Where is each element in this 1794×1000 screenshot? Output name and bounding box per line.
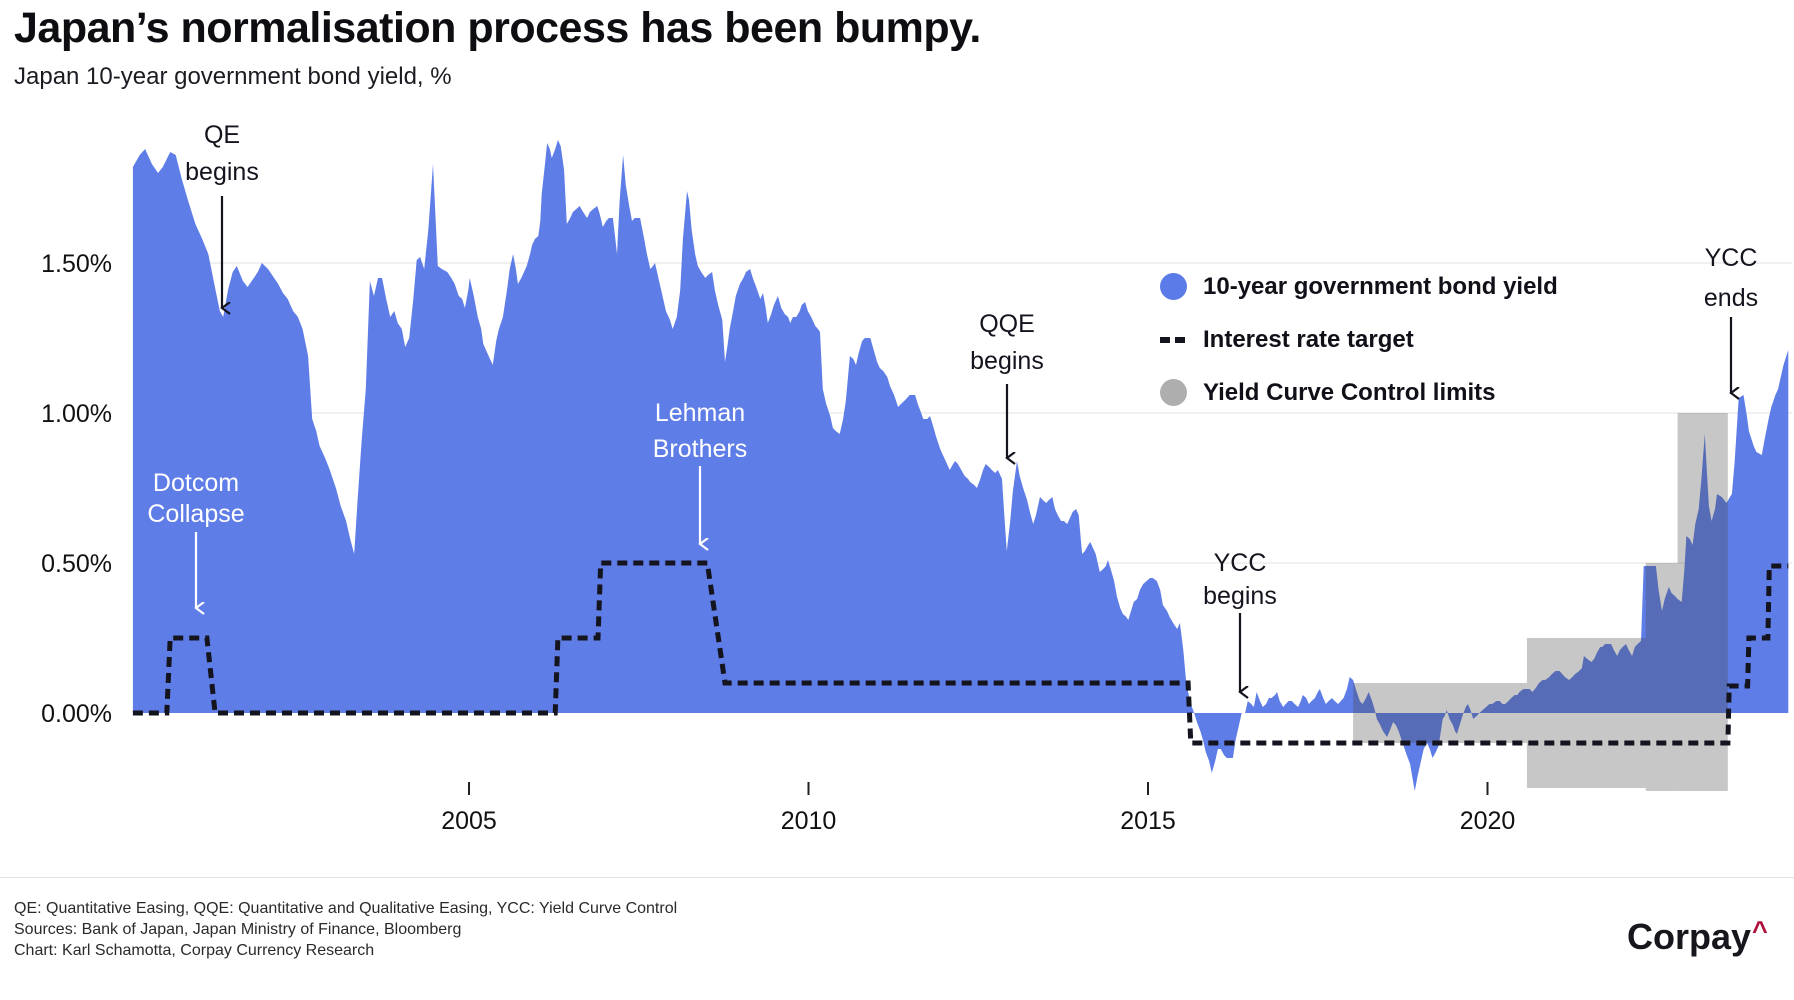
blue-circle-icon bbox=[1160, 273, 1187, 300]
dashed-line-icon bbox=[1160, 336, 1187, 343]
corpay-logo-text: Corpay bbox=[1627, 916, 1752, 957]
header: Japan’s normalisation process has been b… bbox=[14, 0, 981, 91]
legend-item-rate-target: Interest rate target bbox=[1160, 326, 1558, 353]
legend-label: Interest rate target bbox=[1203, 325, 1414, 353]
annotation-label-qqe-begins: QQE bbox=[979, 310, 1035, 338]
y-axis-label: 0.50% bbox=[41, 550, 112, 578]
annotation-label-qe-begins: begins bbox=[185, 158, 259, 186]
x-axis-label: 2005 bbox=[441, 807, 497, 835]
y-axis-label: 1.50% bbox=[41, 250, 112, 278]
x-axis-label: 2010 bbox=[781, 807, 837, 835]
page-title: Japan’s normalisation process has been b… bbox=[14, 4, 981, 52]
legend-label: Yield Curve Control limits bbox=[1203, 378, 1496, 406]
footnote-sources: Sources: Bank of Japan, Japan Ministry o… bbox=[14, 921, 462, 938]
ycc-band bbox=[1526, 638, 1646, 788]
chart-subtitle: Japan 10-year government bond yield, % bbox=[14, 63, 452, 90]
interest-rate-target-line bbox=[132, 560, 1789, 746]
bond-yield-area bbox=[132, 140, 1789, 791]
footnote-abbreviations: QE: Quantitative Easing, QQE: Quantitati… bbox=[14, 900, 678, 917]
annotation-label-ycc-begins: begins bbox=[1203, 582, 1277, 610]
corpay-logo: Corpay^ bbox=[1627, 916, 1768, 958]
y-axis-label: 1.00% bbox=[41, 400, 112, 428]
legend-label: 10-year government bond yield bbox=[1203, 272, 1558, 300]
corpay-caret-icon: ^ bbox=[1752, 916, 1768, 946]
gray-circle-icon bbox=[1160, 379, 1187, 406]
annotation-label-lehman-brothers: Lehman bbox=[655, 399, 745, 427]
annotation-label-ycc-ends: YCC bbox=[1705, 244, 1758, 272]
annotation-label-dotcom-collapse: Collapse bbox=[147, 500, 244, 528]
legend-item-ycc-limits: Yield Curve Control limits bbox=[1160, 379, 1558, 406]
footer-divider bbox=[0, 877, 1794, 878]
legend-item-bond-yield: 10-year government bond yield bbox=[1160, 273, 1558, 300]
annotation-label-ycc-ends: ends bbox=[1704, 284, 1758, 312]
legend: 10-year government bond yield Interest r… bbox=[1160, 273, 1558, 406]
annotation-label-ycc-begins: YCC bbox=[1214, 549, 1267, 577]
annotation-label-dotcom-collapse: Dotcom bbox=[153, 469, 239, 497]
footnotes: QE: Quantitative Easing, QQE: Quantitati… bbox=[14, 898, 677, 961]
annotation-label-lehman-brothers: Brothers bbox=[653, 435, 747, 463]
x-axis-label: 2020 bbox=[1460, 807, 1516, 835]
ycc-band bbox=[1645, 563, 1678, 791]
ycc-band bbox=[1677, 413, 1728, 791]
footnote-credit: Chart: Karl Schamotta, Corpay Currency R… bbox=[14, 942, 375, 959]
y-axis-label: 0.00% bbox=[41, 700, 112, 728]
annotation-label-qe-begins: QE bbox=[204, 121, 240, 149]
x-axis-label: 2015 bbox=[1120, 807, 1176, 835]
annotation-label-qqe-begins: begins bbox=[970, 347, 1044, 375]
ycc-band bbox=[1353, 683, 1527, 743]
